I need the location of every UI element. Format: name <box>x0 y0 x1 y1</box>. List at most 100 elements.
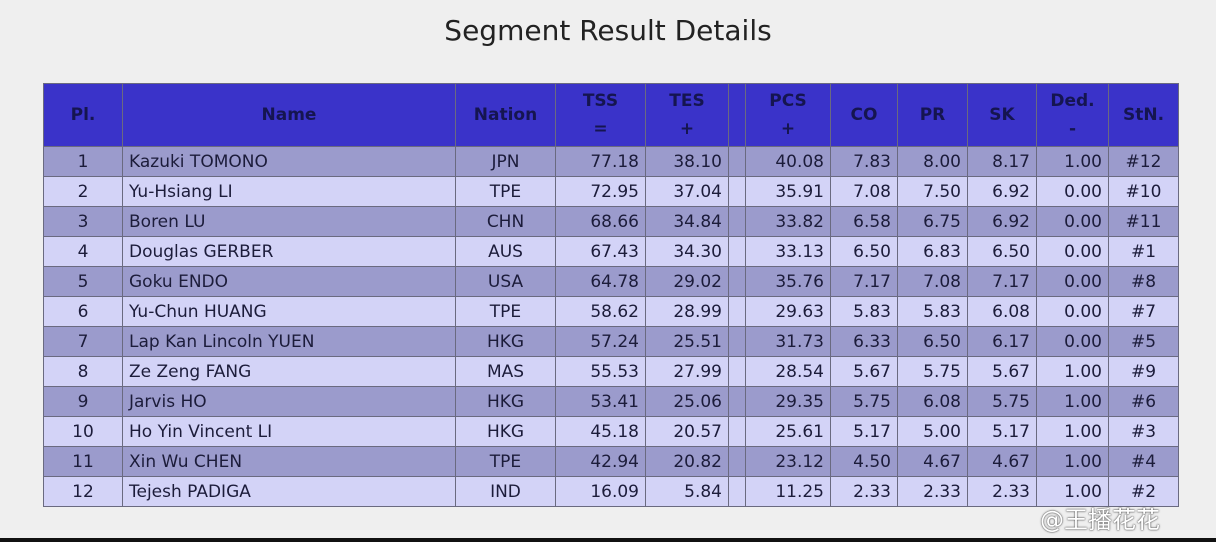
header-label: CO <box>850 105 878 125</box>
cell: 0.00 <box>1036 236 1109 267</box>
table-row: 3 Boren LU CHN 68.66 34.84 33.82 6.58 6.75 6.92 0… <box>43 206 1179 237</box>
cell: 28.54 <box>745 356 831 387</box>
cell: 20.82 <box>645 446 729 477</box>
cell: JPN <box>455 146 556 177</box>
header-label: SK <box>989 105 1015 125</box>
bottom-bar <box>0 538 1216 542</box>
cell: 6.83 <box>897 236 968 267</box>
cell: 0.00 <box>1036 266 1109 297</box>
cell: 55.53 <box>555 356 646 387</box>
spacer-cell <box>728 476 746 507</box>
watermark: @王播花花 <box>1040 506 1160 534</box>
table-row: 5 Goku ENDO USA 64.78 29.02 35.76 7.17 7.08 7.17… <box>43 266 1179 297</box>
cell: 64.78 <box>555 266 646 297</box>
cell: 25.06 <box>645 386 729 417</box>
cell: 7.83 <box>830 146 898 177</box>
column-header: SK <box>967 83 1037 147</box>
cell: 38.10 <box>645 146 729 177</box>
cell: 53.41 <box>555 386 646 417</box>
cell: 2.33 <box>967 476 1037 507</box>
cell: 25.51 <box>645 326 729 357</box>
cell: 1.00 <box>1036 416 1109 447</box>
cell: 2.33 <box>897 476 968 507</box>
spacer-cell <box>728 206 746 237</box>
cell: 4.67 <box>967 446 1037 477</box>
cell: #12 <box>1108 146 1179 177</box>
cell: 1.00 <box>1036 386 1109 417</box>
spacer-cell <box>728 146 746 177</box>
cell: 9 <box>43 386 123 417</box>
cell: Xin Wu CHEN <box>122 446 456 477</box>
spacer-cell <box>728 83 746 147</box>
cell: 0.00 <box>1036 206 1109 237</box>
cell: 42.94 <box>555 446 646 477</box>
cell: 5.67 <box>967 356 1037 387</box>
cell: USA <box>455 266 556 297</box>
cell: 45.18 <box>555 416 646 447</box>
header-label: StN. <box>1122 105 1165 125</box>
cell: 23.12 <box>745 446 831 477</box>
cell: 6.08 <box>967 296 1037 327</box>
cell: 31.73 <box>745 326 831 357</box>
cell: 7.17 <box>830 266 898 297</box>
cell: 25.61 <box>745 416 831 447</box>
cell: 68.66 <box>555 206 646 237</box>
cell: AUS <box>455 236 556 267</box>
header-label: TES <box>669 91 705 111</box>
spacer-cell <box>728 296 746 327</box>
cell: Yu-Hsiang LI <box>122 176 456 207</box>
spacer-cell <box>728 236 746 267</box>
cell: 27.99 <box>645 356 729 387</box>
cell: #1 <box>1108 236 1179 267</box>
cell: 6.92 <box>967 176 1037 207</box>
cell: 1.00 <box>1036 356 1109 387</box>
cell: 29.63 <box>745 296 831 327</box>
cell: Goku ENDO <box>122 266 456 297</box>
cell: 2.33 <box>830 476 898 507</box>
cell: 35.91 <box>745 176 831 207</box>
cell: 2 <box>43 176 123 207</box>
cell: #5 <box>1108 326 1179 357</box>
table-row: 9 Jarvis HO HKG 53.41 25.06 29.35 5.75 6.08 5.75… <box>43 386 1179 417</box>
cell: 1 <box>43 146 123 177</box>
cell: Tejesh PADIGA <box>122 476 456 507</box>
cell: Lap Kan Lincoln YUEN <box>122 326 456 357</box>
cell: 5.00 <box>897 416 968 447</box>
cell: 57.24 <box>555 326 646 357</box>
cell: 5.75 <box>897 356 968 387</box>
header-sub: + <box>679 119 695 139</box>
header-sub: - <box>1068 119 1077 139</box>
cell: IND <box>455 476 556 507</box>
table-row: 1 Kazuki TOMONO JPN 77.18 38.10 40.08 7.83 8.00… <box>43 146 1179 177</box>
spacer-cell <box>728 326 746 357</box>
table-row: 7 Lap Kan Lincoln YUEN HKG 57.24 25.51 31.73 6… <box>43 326 1179 357</box>
header-label: TSS <box>582 91 619 111</box>
spacer-cell <box>728 266 746 297</box>
header-sub: = <box>593 119 608 139</box>
cell: 35.76 <box>745 266 831 297</box>
cell: 33.13 <box>745 236 831 267</box>
column-header: Nation <box>455 83 556 147</box>
column-header: Name <box>122 83 456 147</box>
header-row: Pl. Name Nation TSS = TES + PCS + CO PR SK Ded. - StN. <box>43 83 1179 147</box>
cell: #2 <box>1108 476 1179 507</box>
cell: CHN <box>455 206 556 237</box>
cell: 6.33 <box>830 326 898 357</box>
cell: 5.17 <box>830 416 898 447</box>
cell: 77.18 <box>555 146 646 177</box>
cell: Ze Zeng FANG <box>122 356 456 387</box>
cell: 34.84 <box>645 206 729 237</box>
cell: 5.84 <box>645 476 729 507</box>
cell: 0.00 <box>1036 296 1109 327</box>
page-title: Segment Result Details <box>444 14 772 47</box>
cell: 12 <box>43 476 123 507</box>
cell: 5.75 <box>830 386 898 417</box>
cell: 33.82 <box>745 206 831 237</box>
cell: 8 <box>43 356 123 387</box>
cell: 5.67 <box>830 356 898 387</box>
cell: #6 <box>1108 386 1179 417</box>
table-row: 10 Ho Yin Vincent LI HKG 45.18 20.57 25.61 5.1… <box>43 416 1179 447</box>
cell: #8 <box>1108 266 1179 297</box>
cell: 72.95 <box>555 176 646 207</box>
